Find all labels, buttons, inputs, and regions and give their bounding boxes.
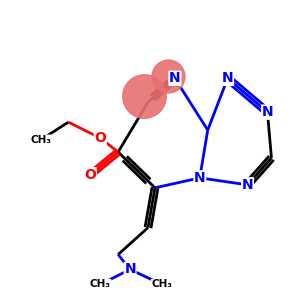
Point <box>142 93 147 98</box>
Text: N: N <box>222 71 233 85</box>
Text: N: N <box>194 171 206 185</box>
Text: N: N <box>242 178 254 192</box>
Text: N: N <box>169 71 181 85</box>
Text: CH₃: CH₃ <box>152 279 172 290</box>
Point <box>166 74 171 78</box>
Text: CH₃: CH₃ <box>30 135 51 145</box>
Text: N: N <box>124 262 136 276</box>
Text: N: N <box>262 105 273 119</box>
Text: CH₃: CH₃ <box>90 279 111 290</box>
Text: O: O <box>84 168 96 182</box>
Text: O: O <box>94 131 106 145</box>
